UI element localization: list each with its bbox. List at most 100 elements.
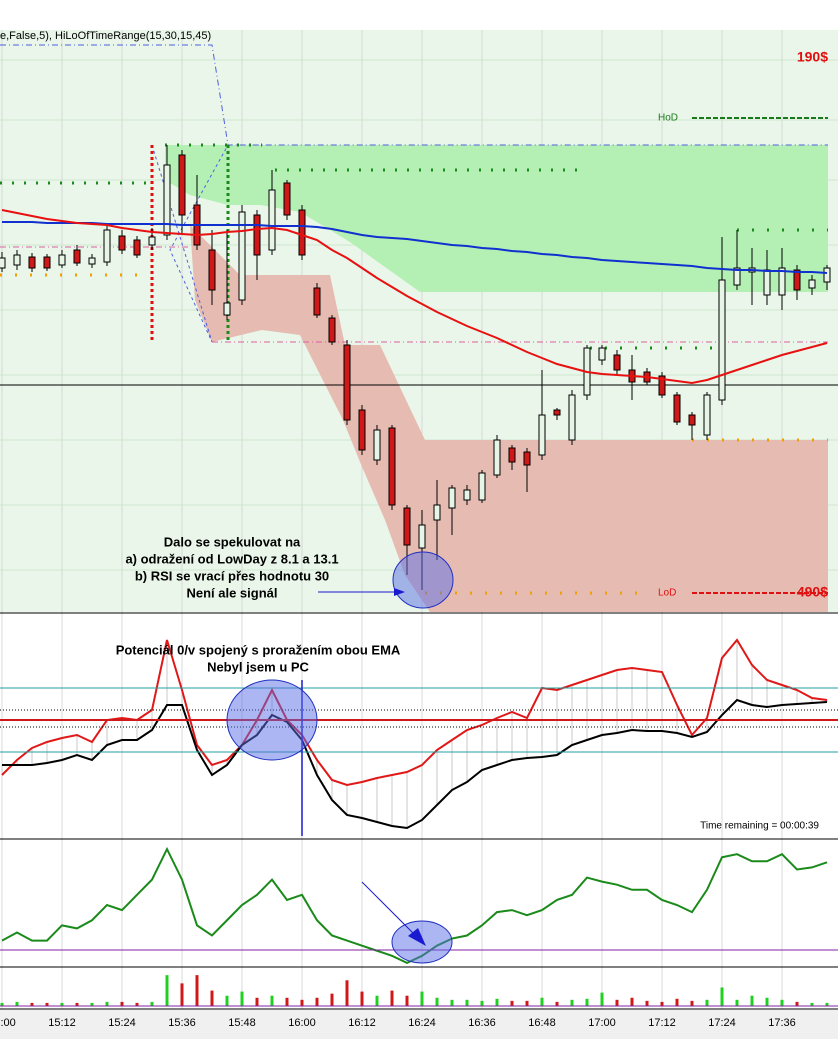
candle-body <box>523 451 531 466</box>
candle-body <box>448 487 456 509</box>
volume-bar <box>600 992 604 1006</box>
x-tick-label: 17:36 <box>768 1017 796 1029</box>
candle-body <box>13 254 21 266</box>
volume-bar <box>615 999 619 1006</box>
volume-bar <box>210 990 214 1006</box>
volume-bar <box>225 995 229 1006</box>
volume-bar <box>690 1000 694 1006</box>
volume-bar <box>180 983 184 1006</box>
candle-body <box>508 447 516 463</box>
candle-body <box>388 427 396 506</box>
marks <box>0 117 838 1007</box>
candle-body <box>673 394 681 423</box>
volume-bar <box>630 997 634 1006</box>
candle-body <box>148 236 156 246</box>
volume-bar <box>15 1001 19 1006</box>
volume-bar <box>330 993 334 1006</box>
annotation: a) odražení od LowDay z 8.1 a 13.1 <box>125 551 338 566</box>
candle-body <box>313 287 321 316</box>
volume-bar <box>825 1002 829 1006</box>
indicator-title: e,False,5), HiLoOfTimeRange(15,30,15,45) <box>0 30 211 42</box>
candle-body <box>118 235 126 251</box>
volume-bar <box>270 995 274 1006</box>
candle-body <box>253 214 261 256</box>
dash-dot <box>151 144 229 343</box>
candle-body <box>163 164 171 236</box>
high-zone <box>165 145 828 292</box>
annotation: Není ale signál <box>186 585 277 600</box>
highlight <box>226 679 318 761</box>
volume-bar <box>525 1000 529 1006</box>
candle-body <box>418 524 426 549</box>
candle-body <box>553 409 561 416</box>
candle-body <box>823 267 831 283</box>
volume-bar <box>510 1000 514 1006</box>
volume-bar <box>45 1002 49 1006</box>
candle-body <box>733 267 741 286</box>
candle-body <box>808 279 816 289</box>
annotation: Potenciál 0/v spojený s proražením obou … <box>116 642 401 657</box>
candle-body <box>493 439 501 476</box>
volume-bar <box>555 1001 559 1006</box>
candle-body <box>73 249 81 264</box>
candle-body <box>598 347 606 361</box>
candle-body <box>43 256 51 269</box>
x-tick-label: 16:12 <box>348 1017 376 1029</box>
arrow <box>361 881 419 939</box>
candle-body <box>658 375 666 396</box>
annotation: b) RSI se vrací přes hodnotu 30 <box>135 568 329 583</box>
volume-bar <box>285 997 289 1006</box>
candle-body <box>298 209 306 256</box>
volume-bar <box>750 995 754 1006</box>
volume-bar <box>780 999 784 1006</box>
volume-bar <box>720 987 724 1006</box>
x-tick-label: 16:00 <box>288 1017 316 1029</box>
volume-bar <box>315 997 319 1006</box>
volume-bar <box>255 997 259 1006</box>
volume-bar <box>660 1001 664 1006</box>
volume-bar <box>540 997 544 1006</box>
volume-bar <box>645 1000 649 1006</box>
candle-body <box>373 429 381 461</box>
x-tick-label: 16:48 <box>528 1017 556 1029</box>
x-tick-label: 15:00 <box>0 1017 16 1029</box>
volume-bar <box>450 999 454 1006</box>
volume-bar <box>420 991 424 1006</box>
volume-bar <box>705 999 709 1006</box>
annotation: Nebyl jsem u PC <box>207 659 309 674</box>
candle-body <box>268 189 276 251</box>
volume-bar <box>0 1002 4 1006</box>
level-label: HoD <box>658 113 678 124</box>
candle-body <box>613 354 621 371</box>
arrow-head <box>408 928 426 946</box>
volume-bar <box>135 1002 139 1006</box>
arrow-head <box>394 588 405 596</box>
candle-body <box>208 249 216 291</box>
x-tick-label: 17:24 <box>708 1017 736 1029</box>
highlight <box>392 551 454 609</box>
dash-dot <box>0 44 828 146</box>
volume-bar <box>60 1002 64 1006</box>
volume-bar <box>765 997 769 1006</box>
volume-bar <box>195 975 199 1006</box>
overlay: HoD 190$ LoD 490$ Dalo se spekulovat na a) od… <box>116 49 828 964</box>
candle-body <box>133 239 141 256</box>
volume-bar <box>75 1002 79 1006</box>
candle-body <box>343 344 351 421</box>
volume-bar <box>345 980 349 1006</box>
volume-bar <box>435 997 439 1006</box>
volume-bar <box>30 1002 34 1006</box>
volume-bar <box>495 998 499 1006</box>
volume-bar <box>570 999 574 1006</box>
candle-body <box>223 302 231 316</box>
x-tick-label: 16:24 <box>408 1017 436 1029</box>
candle-body <box>433 504 441 521</box>
volume-bar <box>585 998 589 1006</box>
volume-bar <box>105 1001 109 1006</box>
series-line <box>2 698 828 830</box>
candle-body <box>88 257 96 265</box>
candle-body <box>103 229 111 263</box>
volume-bar <box>675 998 679 1006</box>
low-zone <box>190 225 828 612</box>
x-tick-label: 15:12 <box>48 1017 76 1029</box>
